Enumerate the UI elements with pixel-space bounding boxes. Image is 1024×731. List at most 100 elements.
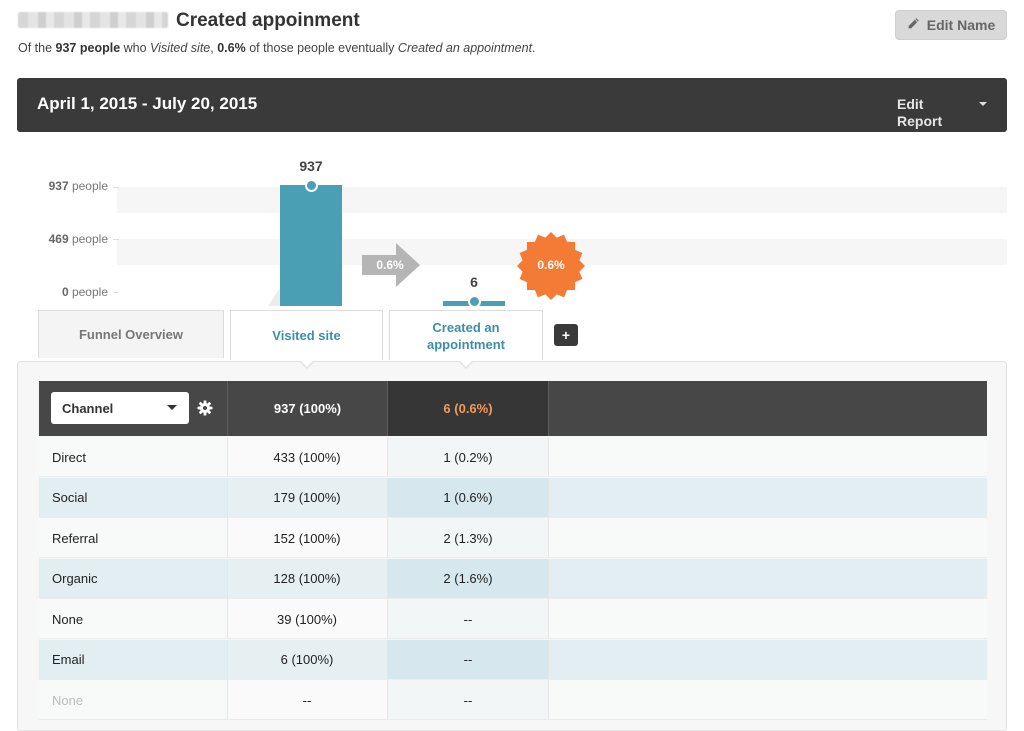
bar-shadow [268,288,280,306]
y-tick-label: 469 people [48,232,108,246]
column-divider [548,518,549,558]
row-channel-name: Direct [52,449,86,465]
row-created-value: -- [388,599,548,639]
row-created-value: 1 (0.2%) [388,437,548,477]
row-created-value: -- [388,639,548,680]
row-channel-name: Social [52,490,88,505]
row-created-value: 2 (1.3%) [388,518,548,558]
tab-funnel-overview[interactable]: Funnel Overview [38,310,224,358]
summary-suffix: . [532,41,536,55]
funnel-summary: Of the 937 people who Visited site, 0.6%… [18,41,536,55]
table-row[interactable]: Social 179 (100%) 1 (0.6%) [39,477,987,518]
column-divider [227,381,228,436]
overall-conversion-label: 0.6% [537,258,565,272]
row-visited-value: 152 (100%) [227,518,387,558]
column-divider [387,680,388,720]
row-channel-name: Email [52,652,85,667]
row-divider [39,516,987,518]
column-divider [387,381,388,436]
summary-count: 937 people [55,41,121,55]
gear-icon[interactable] [197,400,213,416]
column-divider [227,599,228,639]
column-divider [548,437,549,477]
y-tick [113,292,119,293]
date-range-bar: April 1, 2015 - July 20, 2015 Edit Repor… [17,78,1007,132]
conversion-badge-icon [517,232,585,300]
row-divider [39,476,987,477]
row-empty-cell [549,559,987,599]
summary-prefix: Of the [18,41,56,55]
row-visited-value: 128 (100%) [227,558,387,599]
row-divider [39,638,987,639]
column-divider [387,437,388,477]
tab-created-appointment[interactable]: Created an appointment [389,310,543,360]
row-channel-name: Organic [52,571,98,586]
column-divider [387,518,388,558]
column-divider [387,558,388,599]
column-divider [387,477,388,518]
blurred-account-name [18,12,168,28]
conversion-rate-label: 0.6% [376,258,404,272]
y-tick-label: 0 people [61,285,108,299]
bar-marker [467,294,481,308]
y-tick [113,187,119,188]
row-divider [39,597,987,599]
row-created-value: -- [388,680,548,720]
tab-visited-site[interactable]: Visited site [230,310,383,360]
funnel-chart: 937 people 469 people 0 people 937 0.6% … [0,140,1024,310]
row-divider [39,678,987,680]
row-channel-name: None [52,692,84,708]
column-divider [548,381,549,436]
row-channel-name: None [52,611,84,627]
column-divider [227,477,228,518]
row-empty-cell [549,518,987,558]
add-step-button[interactable]: + [554,324,578,346]
chevron-down-icon [167,405,177,410]
summary-mid-3: of those people eventually [245,41,398,55]
column-divider [548,558,549,599]
header-total-created: 6 (0.6%) [388,381,548,436]
pencil-icon [907,17,920,33]
grid-band [117,187,1007,213]
table-row[interactable]: None 39 (100%) -- [39,599,987,639]
row-divider [39,719,987,720]
y-tick-label: 937 people [48,179,108,193]
summary-rate: 0.6% [217,41,246,55]
bar-value-label: 6 [470,274,478,290]
column-divider [227,518,228,558]
bar-marker [304,178,318,192]
row-visited-value: -- [227,680,387,720]
table-row[interactable]: Organic 128 (100%) 2 (1.6%) [39,558,987,599]
table-row[interactable]: None -- -- [39,680,987,720]
tab-pointer [459,360,473,367]
column-divider [387,599,388,639]
funnel-bar-visited-site[interactable] [280,185,342,306]
column-divider [548,599,549,639]
column-divider [548,680,549,720]
column-divider [227,558,228,599]
table-row[interactable]: Direct 433 (100%) 1 (0.2%) [39,437,987,477]
edit-name-button[interactable]: Edit Name [895,10,1007,40]
column-divider [548,477,549,518]
bar-value-label: 937 [299,158,323,174]
chevron-down-icon[interactable] [979,102,987,106]
edit-name-label: Edit Name [926,17,996,33]
conversion-arrow-icon [362,243,420,287]
row-visited-value: 433 (100%) [227,437,387,477]
row-created-value: 1 (0.6%) [388,477,548,518]
column-divider [387,639,388,680]
date-range[interactable]: April 1, 2015 - July 20, 2015 [37,94,258,113]
header-total-visited: 937 (100%) [273,401,342,416]
table-row[interactable]: Email 6 (100%) -- [39,639,987,680]
table-row[interactable]: Referral 152 (100%) 2 (1.3%) [39,518,987,558]
row-visited-value: 39 (100%) [227,599,387,639]
summary-step-1: Visited site [150,41,211,55]
y-tick [113,239,119,240]
column-divider [227,639,228,680]
channel-select[interactable]: Channel [51,392,189,424]
summary-step-2: Created an appointment [397,41,533,55]
row-visited-value: 179 (100%) [227,477,387,518]
column-divider [548,639,549,680]
edit-report-button[interactable]: Edit Report [897,96,943,129]
row-empty-cell [549,478,987,518]
